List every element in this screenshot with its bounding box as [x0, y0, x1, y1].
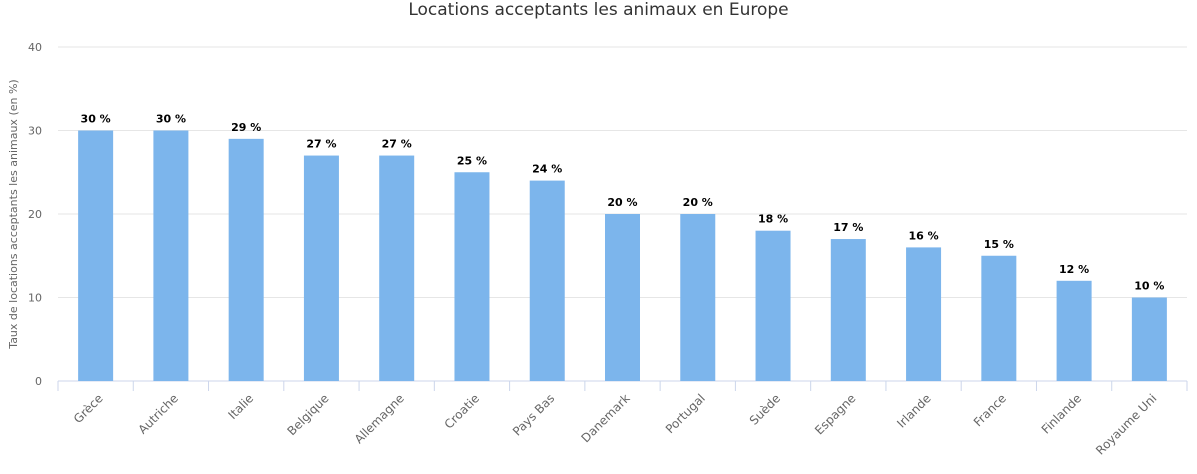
bar[interactable] — [755, 230, 791, 381]
bar[interactable] — [303, 155, 339, 381]
bar[interactable] — [830, 239, 866, 381]
data-label: 27 % — [306, 138, 336, 151]
bar[interactable] — [605, 214, 640, 381]
x-tick-label: Allemagne — [352, 391, 407, 446]
x-tick-label: Grèce — [71, 391, 106, 426]
data-label: 15 % — [984, 238, 1014, 251]
chart-title: Locations acceptants les animaux en Euro… — [408, 0, 789, 20]
data-label: 10 % — [1134, 280, 1164, 293]
data-label: 29 % — [231, 121, 261, 134]
bar[interactable] — [1131, 297, 1167, 382]
x-tick-label: Autriche — [136, 391, 182, 437]
x-tick-label: Danemark — [579, 391, 633, 445]
x-tick-label: Royaume Uni — [1093, 391, 1159, 457]
bar[interactable] — [1056, 280, 1092, 381]
x-axis-ticks: Grèce Autriche Italie Belgique Allemagne Croa… — [57, 381, 1188, 458]
data-label: 30 % — [81, 113, 111, 126]
x-tick-label: Portugal — [663, 391, 708, 436]
data-label: 16 % — [908, 229, 938, 242]
bar[interactable] — [981, 255, 1017, 381]
bar[interactable] — [379, 155, 415, 381]
data-label: 18 % — [758, 213, 788, 226]
y-tick-label: 0 — [35, 375, 42, 388]
data-label: 24 % — [532, 163, 562, 176]
x-tick-label: Pays Bas — [510, 391, 557, 438]
x-tick-label: Espagne — [812, 391, 858, 437]
data-label: 27 % — [382, 138, 412, 151]
data-label: 12 % — [1059, 263, 1089, 276]
bar[interactable] — [529, 180, 565, 381]
y-tick-label: 40 — [28, 41, 42, 54]
x-tick-label: Croatie — [442, 391, 482, 431]
bar[interactable] — [228, 138, 264, 381]
x-tick-label: France — [971, 391, 1009, 429]
y-axis-ticks: 0 10 20 30 40 — [28, 41, 42, 388]
bar[interactable] — [906, 247, 942, 381]
bar[interactable] — [78, 130, 114, 382]
x-tick-label: Irlande — [894, 391, 933, 430]
data-labels: 30 % 30 % 29 % 27 % 27 % 25 % 24 % 20 % 20 % 18 %… — [81, 113, 1165, 293]
y-tick-label: 20 — [28, 208, 42, 221]
bars — [78, 130, 1167, 382]
y-tick-label: 30 — [28, 125, 42, 138]
bar[interactable] — [680, 214, 716, 381]
y-axis-title: Taux de locations acceptants les animaux… — [7, 79, 20, 349]
x-tick-label: Italie — [225, 391, 256, 422]
data-label: 25 % — [457, 154, 487, 167]
bar[interactable] — [454, 172, 490, 381]
data-label: 17 % — [833, 221, 863, 234]
data-label: 30 % — [156, 113, 186, 126]
x-tick-label: Belgique — [285, 391, 332, 438]
x-tick-label: Suède — [747, 391, 783, 427]
y-tick-label: 10 — [28, 292, 42, 305]
x-tick-label: Finlande — [1039, 391, 1084, 436]
bar[interactable] — [153, 130, 189, 382]
data-label: 20 % — [607, 196, 637, 209]
data-label: 20 % — [683, 196, 713, 209]
